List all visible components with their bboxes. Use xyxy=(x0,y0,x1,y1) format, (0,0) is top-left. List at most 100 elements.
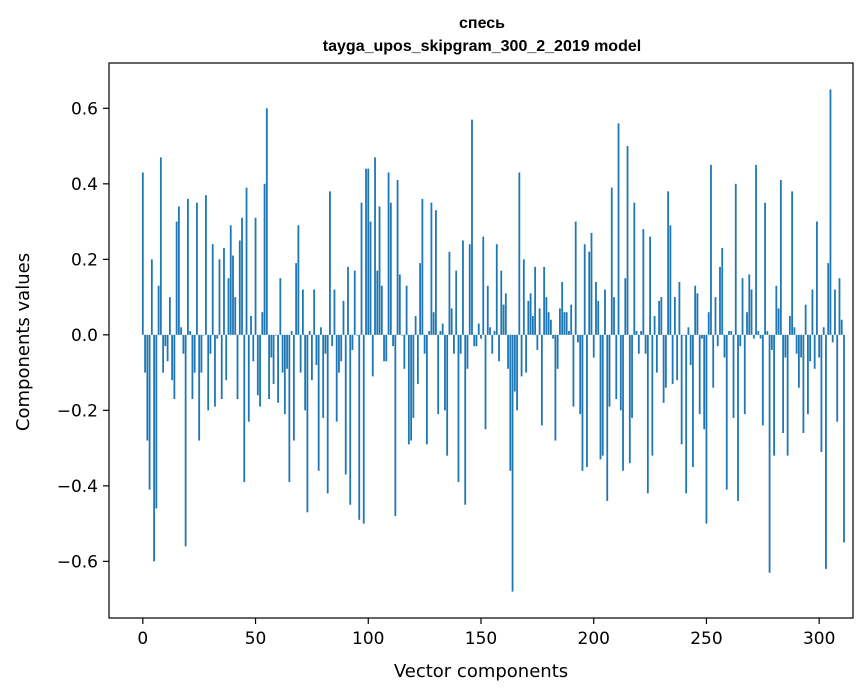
bar xyxy=(601,334,604,456)
bar xyxy=(658,300,661,335)
bar xyxy=(622,334,624,471)
bar xyxy=(182,334,185,354)
bar xyxy=(664,334,667,388)
bar xyxy=(311,334,313,381)
bar xyxy=(755,164,757,335)
bar xyxy=(493,331,496,335)
bar xyxy=(525,334,527,373)
bar xyxy=(678,281,681,335)
bar xyxy=(712,334,715,388)
bar xyxy=(432,312,435,335)
bar xyxy=(333,289,336,335)
bar xyxy=(446,334,449,456)
bar xyxy=(696,293,699,335)
x-tick-label: 300 xyxy=(803,629,835,649)
bar xyxy=(626,146,629,335)
bar xyxy=(423,334,426,354)
bar xyxy=(822,327,825,335)
bar xyxy=(450,308,453,335)
bar xyxy=(347,266,349,335)
bar xyxy=(752,334,755,339)
bar xyxy=(795,334,798,354)
bar xyxy=(610,187,613,335)
bar xyxy=(331,334,334,347)
bar xyxy=(590,232,593,335)
bar xyxy=(187,198,189,335)
bar xyxy=(750,289,753,335)
bar xyxy=(565,312,568,335)
bar xyxy=(759,334,762,339)
bar xyxy=(457,334,460,483)
bar xyxy=(635,331,638,335)
bar xyxy=(646,334,649,494)
bar xyxy=(166,334,169,362)
bar xyxy=(633,202,636,335)
x-tick-label: 100 xyxy=(352,629,384,649)
bar xyxy=(563,312,566,335)
x-tick-label: 200 xyxy=(578,629,610,649)
bar xyxy=(243,334,246,483)
bar xyxy=(315,334,318,366)
bar xyxy=(392,334,394,347)
bar xyxy=(317,334,320,471)
bar xyxy=(241,217,243,335)
bar xyxy=(816,221,818,335)
bar xyxy=(290,331,293,335)
plot-frame xyxy=(108,62,854,619)
bar xyxy=(464,334,467,505)
bar xyxy=(779,180,782,335)
bar xyxy=(545,297,548,335)
bar xyxy=(283,334,286,415)
bar xyxy=(148,334,151,490)
bar xyxy=(531,315,534,335)
bar xyxy=(518,172,521,335)
bar xyxy=(380,285,383,335)
bar xyxy=(234,297,237,335)
x-tick-label: 250 xyxy=(690,629,722,649)
bar xyxy=(416,334,419,384)
bar xyxy=(232,255,234,335)
bar xyxy=(444,334,446,411)
bar xyxy=(692,334,694,467)
y-tick-label: −0.2 xyxy=(57,401,98,421)
bar xyxy=(725,334,728,490)
bar xyxy=(827,263,830,335)
bar xyxy=(223,248,225,335)
bar xyxy=(236,334,239,400)
bar xyxy=(606,334,609,501)
bar xyxy=(676,334,679,381)
bar xyxy=(218,259,221,335)
bar xyxy=(705,334,708,524)
bar xyxy=(245,187,248,335)
bar xyxy=(430,202,433,335)
bar xyxy=(687,327,690,335)
bar xyxy=(150,259,153,335)
bar xyxy=(509,334,512,471)
bar xyxy=(448,251,451,335)
bar xyxy=(164,334,167,347)
bar xyxy=(583,244,586,335)
bar xyxy=(462,240,464,335)
bar xyxy=(640,331,642,335)
bar xyxy=(721,248,724,335)
bar xyxy=(455,270,458,335)
bar xyxy=(358,334,361,520)
bar xyxy=(259,334,261,407)
bar xyxy=(597,300,600,335)
x-tick-label: 50 xyxy=(245,629,267,649)
bar xyxy=(538,308,541,335)
bar xyxy=(486,285,489,335)
bar xyxy=(579,334,582,415)
bar xyxy=(522,259,525,335)
x-tick-label: 150 xyxy=(465,629,497,649)
bar xyxy=(770,334,773,350)
bar xyxy=(568,331,570,335)
bar xyxy=(743,334,746,415)
bar xyxy=(619,334,622,411)
bar xyxy=(710,164,712,335)
bar xyxy=(437,334,440,415)
bar xyxy=(398,274,401,335)
bar xyxy=(836,334,839,422)
bar xyxy=(480,334,482,339)
